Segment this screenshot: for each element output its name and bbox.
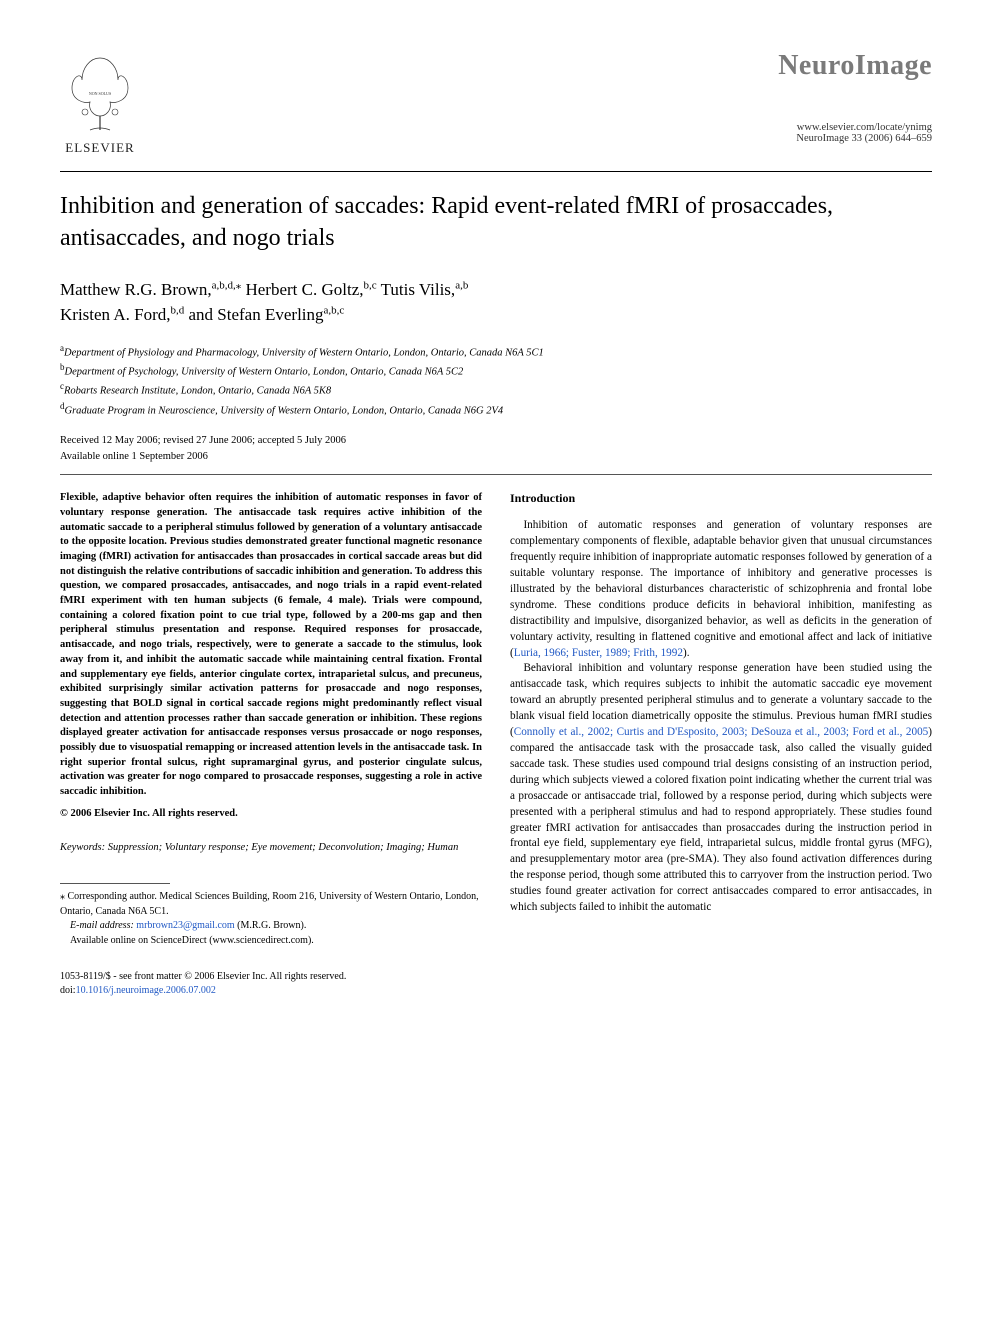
doi-label: doi: — [60, 985, 76, 996]
author-5-sup: a,b,c — [324, 305, 345, 317]
intro-paragraph-2: Behavioral inhibition and voluntary resp… — [510, 661, 932, 916]
page-footer: 1053-8119/$ - see front matter © 2006 El… — [60, 970, 932, 998]
affiliation-a: aDepartment of Physiology and Pharmacolo… — [60, 342, 932, 361]
introduction-heading: Introduction — [510, 491, 932, 506]
intro-p2-text-b: ) compared the antisaccade task with the… — [510, 726, 932, 913]
intro-p1-text-b: ). — [683, 647, 690, 659]
affiliations: aDepartment of Physiology and Pharmacolo… — [60, 342, 932, 419]
author-2: Herbert C. Goltz, — [245, 280, 363, 299]
author-3-sup: a,b — [455, 279, 468, 291]
intro-paragraph-1: Inhibition of automatic responses and ge… — [510, 518, 932, 661]
introduction-body: Inhibition of automatic responses and ge… — [510, 518, 932, 916]
corresponding-author: ⁎ Corresponding author. Medical Sciences… — [60, 890, 482, 919]
email-line: E-mail address: mrbrown23@gmail.com (M.R… — [60, 919, 482, 934]
keywords-label: Keywords: — [60, 842, 105, 853]
corr-star: ⁎ — [236, 279, 242, 291]
keywords-block: Keywords: Suppression; Voluntary respons… — [60, 841, 482, 856]
author-4-sup: b,d — [171, 305, 185, 317]
journal-name: NeuroImage — [778, 50, 932, 82]
article-title: Inhibition and generation of saccades: R… — [60, 190, 932, 255]
svg-text:NON SOLUS: NON SOLUS — [89, 91, 111, 96]
affiliation-c-text: Robarts Research Institute, London, Onta… — [64, 386, 331, 397]
footnote-rule — [60, 883, 170, 884]
received-date: Received 12 May 2006; revised 27 June 20… — [60, 433, 932, 449]
doi-line: doi:10.1016/j.neuroimage.2006.07.002 — [60, 984, 932, 998]
right-column: Introduction Inhibition of automatic res… — [510, 491, 932, 948]
ref-link-2[interactable]: Connolly et al., 2002; Curtis and D'Espo… — [514, 726, 929, 738]
author-4: Kristen A. Ford, — [60, 305, 171, 324]
affiliation-b-text: Department of Psychology, University of … — [65, 367, 464, 378]
sciencedirect-text: Available online on ScienceDirect (www.s… — [70, 935, 314, 946]
elsevier-tree-icon: NON SOLUS — [60, 50, 140, 135]
available-date: Available online 1 September 2006 — [60, 449, 932, 465]
affiliation-a-text: Department of Physiology and Pharmacolog… — [64, 347, 544, 358]
email-suffix: (M.R.G. Brown). — [235, 920, 307, 931]
affiliation-d-text: Graduate Program in Neuroscience, Univer… — [65, 405, 504, 416]
two-column-layout: Flexible, adaptive behavior often requir… — [60, 491, 932, 948]
abstract-top-rule — [60, 474, 932, 475]
affiliation-c: cRobarts Research Institute, London, Ont… — [60, 380, 932, 399]
abstract-text: Flexible, adaptive behavior often requir… — [60, 491, 482, 799]
authors-block: Matthew R.G. Brown,a,b,d,⁎ Herbert C. Go… — [60, 277, 932, 328]
author-1: Matthew R.G. Brown, — [60, 280, 212, 299]
email-link[interactable]: mrbrown23@gmail.com — [136, 920, 234, 931]
author-3: Tutis Vilis, — [381, 280, 456, 299]
page-header: NON SOLUS ELSEVIER NeuroImage www.elsevi… — [60, 50, 932, 156]
journal-citation: NeuroImage 33 (2006) 644–659 — [778, 133, 932, 144]
publisher-logo-block: NON SOLUS ELSEVIER — [60, 50, 140, 156]
email-label: E-mail address: — [70, 920, 134, 931]
author-5: and Stefan Everling — [189, 305, 324, 324]
publisher-label: ELSEVIER — [65, 140, 134, 156]
sciencedirect-note: Available online on ScienceDirect (www.s… — [60, 934, 482, 949]
keywords-text: Suppression; Voluntary response; Eye mov… — [105, 842, 458, 853]
affiliation-b: bDepartment of Psychology, University of… — [60, 361, 932, 380]
author-1-sup: a,b,d, — [212, 279, 236, 291]
journal-url: www.elsevier.com/locate/ynimg — [778, 122, 932, 133]
issn-line: 1053-8119/$ - see front matter © 2006 El… — [60, 970, 932, 984]
intro-p1-text-a: Inhibition of automatic responses and ge… — [510, 519, 932, 658]
affiliation-d: dGraduate Program in Neuroscience, Unive… — [60, 400, 932, 419]
footnotes-block: ⁎ Corresponding author. Medical Sciences… — [60, 890, 482, 948]
header-rule — [60, 171, 932, 172]
author-2-sup: b,c — [364, 279, 377, 291]
dates-block: Received 12 May 2006; revised 27 June 20… — [60, 433, 932, 465]
left-column: Flexible, adaptive behavior often requir… — [60, 491, 482, 948]
abstract-copyright: © 2006 Elsevier Inc. All rights reserved… — [60, 808, 482, 819]
journal-block: NeuroImage www.elsevier.com/locate/ynimg… — [778, 50, 932, 144]
ref-link-1[interactable]: Luria, 1966; Fuster, 1989; Frith, 1992 — [514, 647, 683, 659]
doi-link[interactable]: 10.1016/j.neuroimage.2006.07.002 — [76, 985, 216, 996]
